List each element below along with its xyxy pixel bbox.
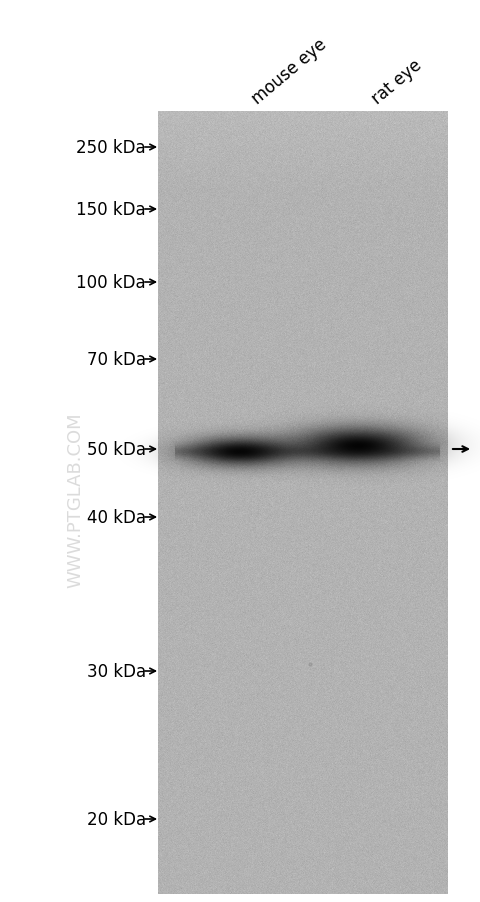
Text: rat eye: rat eye	[368, 56, 425, 108]
Text: 40 kDa: 40 kDa	[87, 509, 146, 527]
Text: 50 kDa: 50 kDa	[87, 440, 146, 458]
Text: 30 kDa: 30 kDa	[87, 662, 146, 680]
Text: 70 kDa: 70 kDa	[87, 351, 146, 369]
Text: mouse eye: mouse eye	[248, 35, 330, 108]
Text: 150 kDa: 150 kDa	[76, 201, 146, 219]
Text: 100 kDa: 100 kDa	[76, 273, 146, 291]
Text: WWW.PTGLAB.COM: WWW.PTGLAB.COM	[66, 411, 84, 587]
Text: 20 kDa: 20 kDa	[87, 810, 146, 828]
Text: 250 kDa: 250 kDa	[76, 139, 146, 157]
